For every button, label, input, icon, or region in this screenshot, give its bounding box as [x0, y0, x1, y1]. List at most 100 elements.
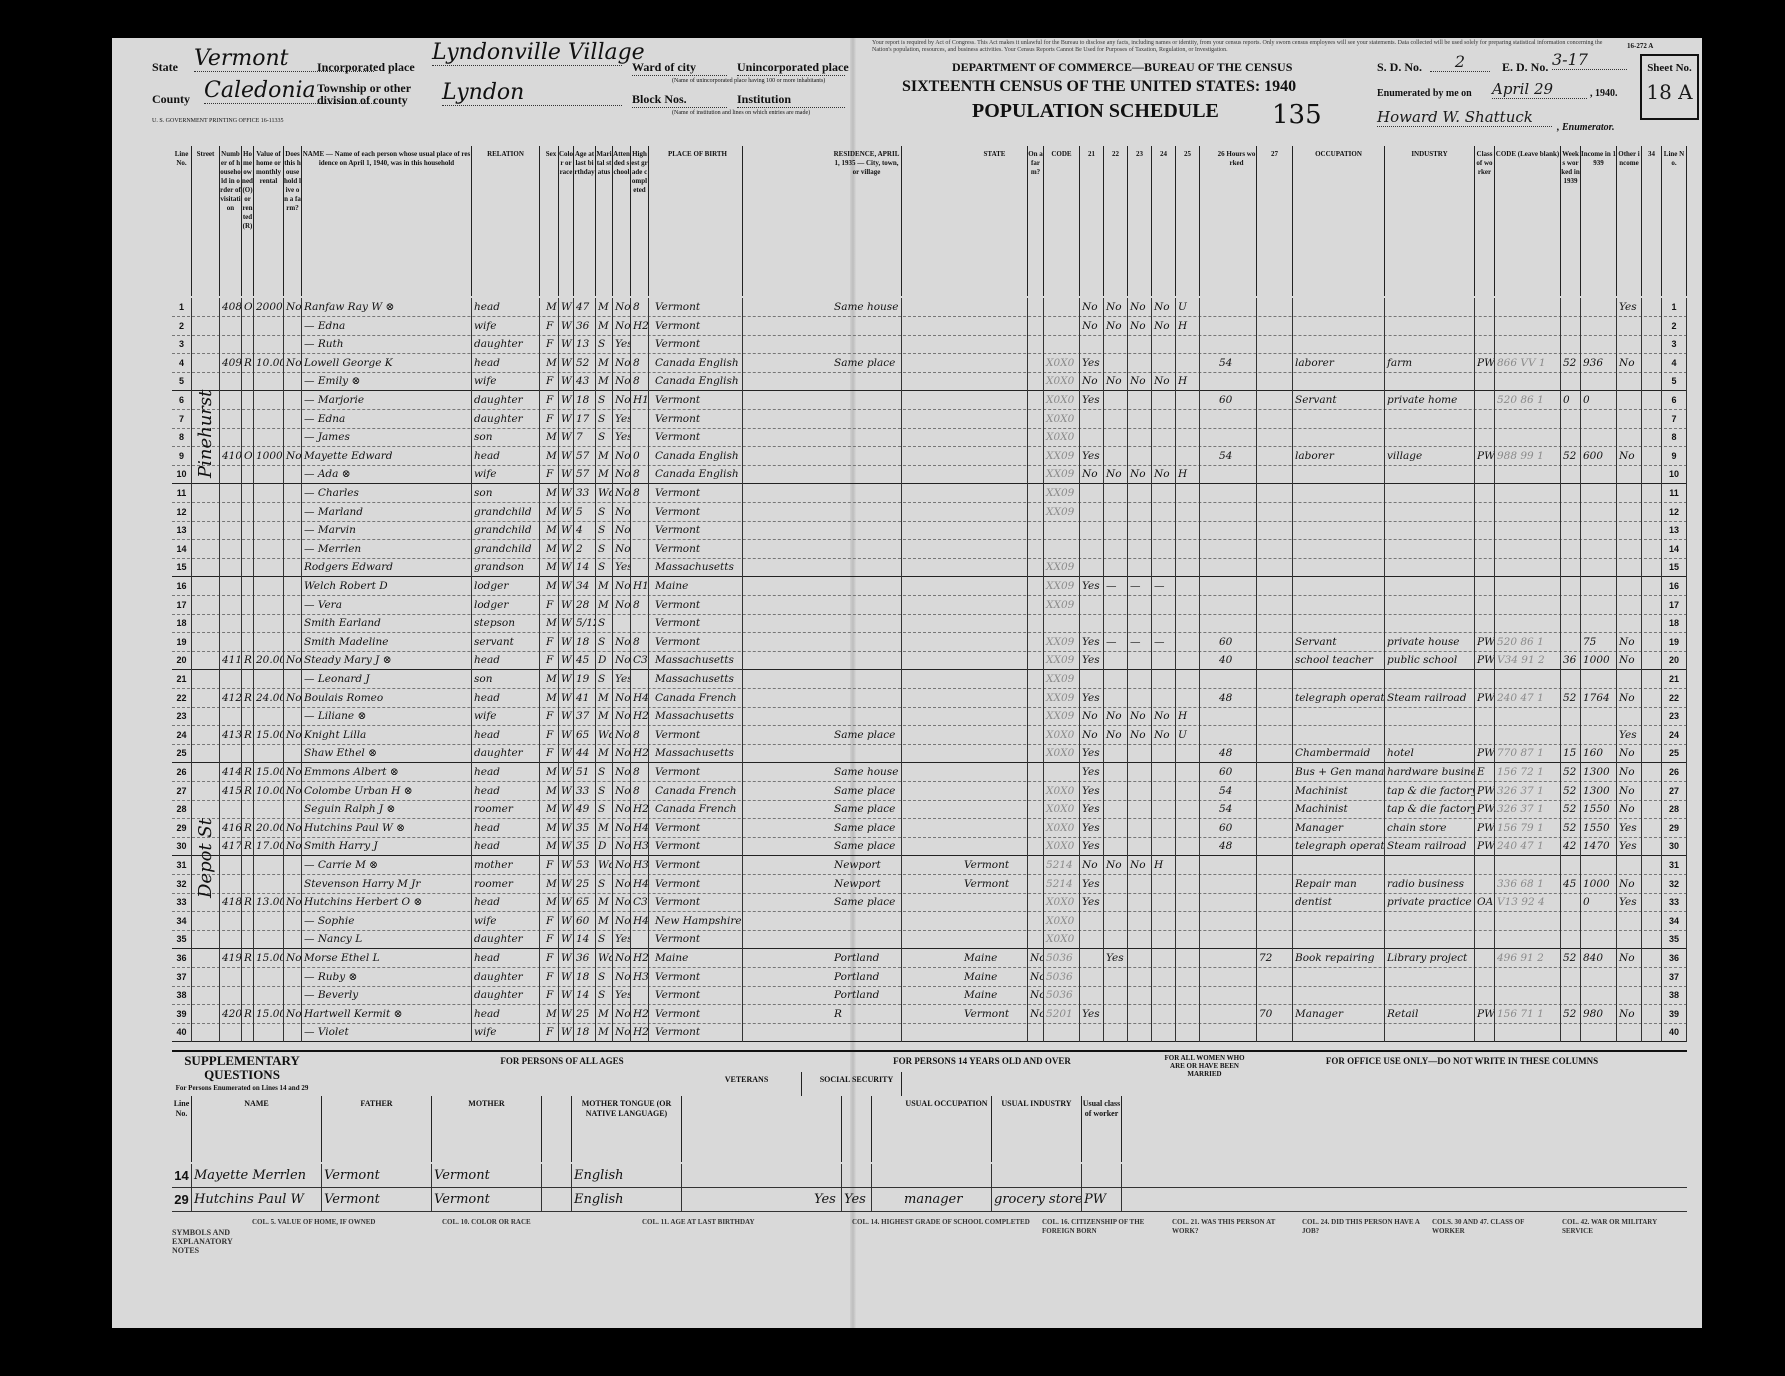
cell-name: — Vera [302, 595, 472, 615]
cell-house: 420 [220, 1004, 242, 1024]
cell-weeks [1561, 670, 1581, 689]
column-header-res-farm: On a farm? [1028, 146, 1044, 296]
cell-line-r: 24 [1662, 725, 1687, 745]
cell-other-income: No [1617, 800, 1642, 820]
cell-grade [631, 521, 649, 541]
women-heading: FOR ALL WOMEN WHO ARE OR HAVE BEEN MARRI… [1164, 1054, 1245, 1078]
cell-farm: No [284, 818, 302, 838]
cell-code-f [1495, 930, 1561, 950]
cell-farm-sched [1642, 930, 1662, 950]
cell-weeks [1561, 521, 1581, 541]
cell-weeks: 0 [1561, 391, 1581, 410]
cell-other-income [1617, 521, 1642, 541]
cell-code-f: 988 99 1 [1495, 446, 1561, 466]
cell-c23 [1128, 744, 1152, 764]
cell-income [1581, 595, 1617, 615]
cell-res-state [962, 335, 1028, 355]
all-ages-heading: FOR PERSONS OF ALL AGES [500, 1056, 624, 1066]
cell-c25 [1176, 781, 1200, 801]
cell-hours [1217, 409, 1257, 429]
cell-c21: Yes [1080, 577, 1104, 596]
cell-line-r: 36 [1662, 949, 1687, 968]
cell-occupation: school teacher [1293, 651, 1385, 671]
cell-industry [1385, 986, 1475, 1006]
cell-street [192, 577, 220, 596]
cell-c22: Yes [1104, 949, 1128, 968]
cell-c21: No [1080, 725, 1104, 745]
cell-c23: No [1128, 465, 1152, 485]
note-col21: Col. 21. WAS THIS PERSON AT WORK? [1172, 1218, 1276, 1235]
cell-c25 [1176, 856, 1200, 875]
cell-weeks-unemp [1257, 632, 1293, 652]
cell-weeks [1561, 893, 1581, 913]
cell-c23: No [1128, 372, 1152, 392]
cell-c22 [1104, 911, 1128, 931]
cell-weeks [1561, 911, 1581, 931]
cell-hours [1217, 521, 1257, 541]
cell-res-farm [1028, 335, 1044, 355]
cell-farm: No [284, 298, 302, 317]
cell-farm [284, 372, 302, 392]
column-header-street: Street [192, 146, 220, 296]
cell-age: 25 [574, 874, 596, 894]
cell-street [192, 837, 220, 857]
cell-res-state [962, 911, 1028, 931]
cell-occupation [1293, 967, 1385, 987]
cell-other-income [1617, 502, 1642, 522]
cell-farm-sched [1642, 763, 1662, 782]
cell-race: W [559, 372, 574, 392]
cell-sex: F [544, 930, 559, 950]
cell-line: 35 [172, 930, 192, 950]
cell-street [192, 632, 220, 652]
cell-name: — Sophie [302, 911, 472, 931]
cell-farm-sched [1642, 614, 1662, 634]
cell-c23 [1128, 911, 1152, 931]
table-row: 27 415 R 10.00 No Colombe Urban H ⊗ head M W 33 S N… [172, 781, 1687, 801]
cell-res-state [962, 688, 1028, 708]
cell-line-r: 16 [1662, 577, 1687, 596]
cell-grade [631, 986, 649, 1006]
cell-race: W [559, 837, 574, 857]
cell-res-city [832, 391, 902, 410]
cell-code-f [1495, 521, 1561, 541]
cell-c24 [1152, 353, 1176, 373]
cell-farm [284, 335, 302, 355]
cell-house [220, 409, 242, 429]
cell-weeks: 52 [1561, 781, 1581, 801]
cell-c23 [1128, 446, 1152, 466]
cell-class: PW [1475, 632, 1495, 652]
cell-weeks-unemp [1257, 781, 1293, 801]
cell-street [192, 967, 220, 987]
cell-house: 413 [220, 725, 242, 745]
cell-weeks: 52 [1561, 446, 1581, 466]
table-row: 32 Stevenson Harry M Jr roomer M W 25 S No H4 Ver… [172, 874, 1687, 894]
sheet-value: 18 A [1646, 80, 1693, 104]
cell-name: — Marvin [302, 521, 472, 541]
cell-class [1475, 967, 1495, 987]
cell-c22 [1104, 781, 1128, 801]
cell-c21 [1080, 670, 1104, 689]
cell-hours [1217, 1004, 1257, 1024]
cell-income [1581, 967, 1617, 987]
cell-code-f [1495, 577, 1561, 596]
cell-name: Steady Mary J ⊗ [302, 651, 472, 671]
cell-res-city [832, 670, 902, 689]
cell-income [1581, 502, 1617, 522]
cell-industry [1385, 502, 1475, 522]
table-row: 37— Ruby ⊗ daughter F W 18 S No H3 Vermont Portla… [172, 967, 1687, 987]
cell-hours [1217, 670, 1257, 689]
cell-weeks-unemp [1257, 484, 1293, 503]
cell-res-city [832, 521, 902, 541]
cell-name: Ranfaw Ray W ⊗ [302, 298, 472, 317]
cell-name: — Leonard J [302, 670, 472, 689]
cell-occupation: laborer [1293, 446, 1385, 466]
cell-value [254, 911, 284, 931]
cell-c22 [1104, 502, 1128, 522]
cell-age: 19 [574, 670, 596, 689]
cell-weeks-unemp [1257, 353, 1293, 373]
cell-grade: 8 [631, 725, 649, 745]
cell-other-income [1617, 335, 1642, 355]
cell-c24 [1152, 1004, 1176, 1024]
cell-c21 [1080, 335, 1104, 355]
cell-house [220, 391, 242, 410]
